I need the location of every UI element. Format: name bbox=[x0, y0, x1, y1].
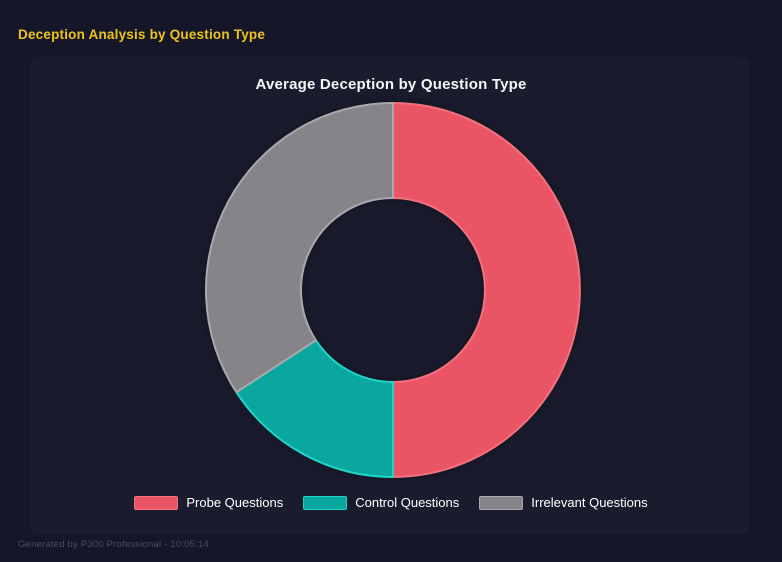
legend-label: Probe Questions bbox=[186, 495, 284, 510]
probe-questions-swatch-icon bbox=[134, 495, 179, 510]
legend-item-irrelevant-questions[interactable]: Irrelevant Questions bbox=[479, 495, 648, 510]
footer-note: Generated by P300 Professional - 10:05:1… bbox=[18, 539, 209, 550]
legend-label: Control Questions bbox=[355, 495, 460, 510]
irrelevant-questions-swatch-icon bbox=[479, 495, 524, 510]
chart-legend: Probe Questions Control Questions Irrele… bbox=[0, 495, 782, 510]
legend-item-probe-questions[interactable]: Probe Questions bbox=[134, 495, 283, 510]
page-title: Deception Analysis by Question Type bbox=[18, 27, 266, 42]
donut-slice-probe-questions[interactable] bbox=[392, 102, 581, 478]
chart-title: Average Deception by Question Type bbox=[255, 76, 527, 93]
donut-slice-control-questions[interactable] bbox=[235, 339, 394, 478]
donut-chart[interactable] bbox=[203, 100, 583, 480]
control-questions-swatch-icon bbox=[303, 495, 348, 510]
legend-label: Irrelevant Questions bbox=[531, 495, 648, 510]
donut-slice-irrelevant-questions[interactable] bbox=[205, 102, 394, 394]
legend-item-control-questions[interactable]: Control Questions bbox=[303, 495, 459, 510]
